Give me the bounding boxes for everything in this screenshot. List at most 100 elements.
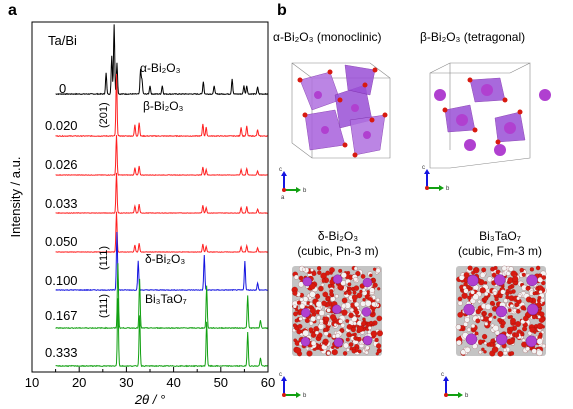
oxygen-atom [321, 300, 327, 306]
oxygen-atom [382, 112, 388, 118]
bismuth-atom [463, 303, 475, 316]
panel-a-letter: a [8, 2, 17, 19]
oxygen-atom [324, 342, 328, 346]
bismuth-atom [527, 303, 539, 316]
oxygen-atom [329, 267, 335, 273]
oxygen-atom [374, 337, 379, 343]
oxygen-atom [297, 324, 303, 329]
oxygen-atom [517, 109, 523, 115]
oxygen-atom [491, 272, 497, 278]
oxygen-atom [498, 293, 503, 299]
x-tick-label: 20 [72, 375, 86, 390]
oxygen-atom [348, 342, 354, 347]
oxygen-atom [322, 291, 329, 298]
vacancy-site [360, 300, 366, 307]
vacancy-site [464, 317, 470, 323]
c-axis-arrowhead [281, 376, 287, 381]
oxygen-atom [302, 112, 308, 118]
bismuth-atom [467, 274, 479, 287]
vacancy-site [309, 302, 313, 306]
oxygen-atom [317, 266, 322, 271]
oxygen-atom [298, 275, 304, 281]
oxygen-atom [533, 330, 537, 334]
bismuth-atom [496, 333, 508, 346]
oxygen-atom [497, 318, 502, 323]
bismuth-atom [456, 114, 468, 126]
oxygen-atom [466, 285, 471, 290]
oxygen-atom [355, 271, 361, 277]
structure-title-bi3tao7-phase: Bi₃TaO₇ [479, 229, 521, 243]
oxygen-atom [495, 139, 501, 145]
delta-structure [291, 265, 383, 357]
oxygen-atom [362, 82, 368, 88]
oxygen-atom [442, 107, 448, 113]
oxygen-atom [317, 270, 322, 275]
bismuth-atom [301, 308, 311, 318]
series-label-6: 0.167 [45, 308, 78, 323]
xrd-pattern-3 [55, 172, 268, 214]
oxygen-atom [463, 272, 470, 278]
vacancy-site [353, 266, 358, 271]
a-axis-label: a [281, 195, 285, 201]
oxygen-atom [482, 334, 488, 340]
oxygen-atom [348, 312, 354, 318]
hkl-label-delta: (111) [98, 246, 110, 270]
oxygen-atom [377, 287, 381, 291]
vacancy-site [293, 274, 299, 280]
bismuth-atom [495, 305, 508, 318]
vacancy-site [492, 325, 499, 332]
series-label-7: 0.333 [45, 345, 78, 360]
vacancy-site [340, 280, 346, 286]
vacancy-site [509, 304, 514, 308]
y-axis-title: Intensity / a.u. [8, 157, 23, 238]
vacancy-site [488, 317, 493, 322]
vacancy-site [516, 296, 521, 301]
oxygen-atom [463, 282, 468, 287]
oxygen-atom [353, 285, 360, 291]
c-axis-arrowhead [443, 376, 449, 381]
vacancy-site [536, 338, 543, 345]
structure-title-beta: β-Bi₂O₃ (tetragonal) [420, 30, 525, 44]
oxygen-atom [536, 323, 544, 330]
oxygen-atom [297, 77, 303, 83]
oxygen-atom [475, 318, 481, 324]
oxygen-atom [351, 349, 356, 354]
oxygen-atom [521, 272, 526, 277]
oxygen-atom [351, 294, 358, 301]
phase-label-delta: δ-Bi₂O₃ [145, 252, 185, 266]
oxygen-atom [541, 275, 547, 280]
bismuth-atom [332, 274, 343, 284]
bismuth-atom [332, 304, 342, 314]
oxygen-atom [491, 346, 499, 353]
bismuth-atom [539, 89, 551, 101]
oxygen-atom [483, 316, 490, 322]
oxygen-atom [529, 267, 535, 272]
x-tick-label: 10 [25, 375, 39, 390]
oxygen-atom [457, 296, 463, 302]
c-axis-arrowhead [424, 169, 430, 174]
vacancy-site [457, 300, 463, 306]
vacancy-site [298, 317, 303, 321]
oxygen-atom [347, 286, 352, 291]
oxygen-atom [532, 291, 537, 296]
oxygen-atom [475, 309, 481, 315]
series-labels: 0 0.020 0.026 0.033 0.050 0.100 0.167 0.… [45, 81, 78, 360]
x-tick-label: 50 [214, 375, 228, 390]
vacancy-site [311, 340, 317, 346]
oxygen-atom [513, 332, 520, 338]
structure-title-delta-phase: δ-Bi₂O₃ [318, 229, 358, 243]
bismuth-atom [434, 89, 446, 101]
oxygen-atom [362, 317, 366, 321]
oxygen-atom [507, 285, 513, 290]
bismuth-atom [362, 277, 373, 288]
oxygen-atom [310, 307, 316, 314]
vacancy-site [352, 321, 357, 326]
c-axis-label: c [422, 165, 425, 171]
a-axis-dot [425, 186, 429, 190]
oxygen-atom [505, 289, 510, 293]
vacancy-site [478, 350, 483, 355]
oxygen-atom [486, 342, 491, 347]
xrd-pattern-7 [55, 298, 268, 368]
oxygen-atom [539, 311, 545, 317]
